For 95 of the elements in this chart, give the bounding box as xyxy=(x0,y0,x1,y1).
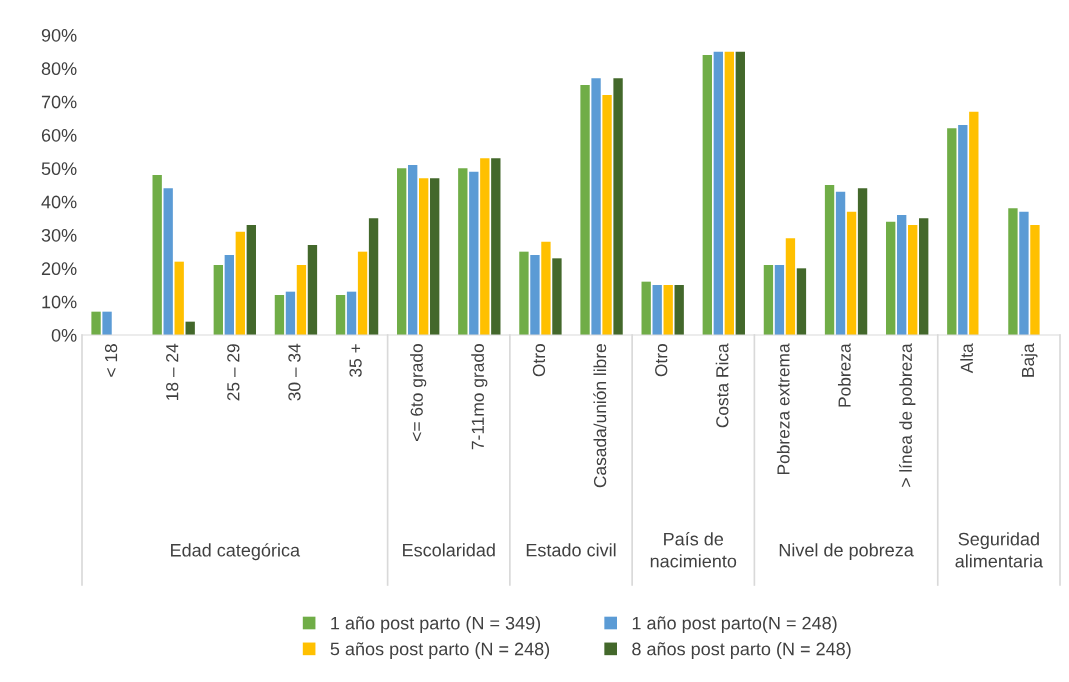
bar xyxy=(641,281,651,335)
bar xyxy=(408,165,418,335)
x-tick-label: Pobreza extrema xyxy=(776,343,790,475)
bar xyxy=(702,55,712,335)
legend-label: 1 año post parto (N = 349) xyxy=(331,616,541,634)
x-tick-label: Costa Rica xyxy=(715,343,729,428)
y-tick-label: 0% xyxy=(51,328,77,342)
bar xyxy=(580,85,590,335)
bar xyxy=(824,185,835,335)
bar xyxy=(419,178,429,335)
bar xyxy=(335,295,346,335)
bar xyxy=(152,175,162,335)
bar xyxy=(763,265,774,335)
bar xyxy=(397,168,407,335)
bar xyxy=(430,178,440,335)
text: Escolaridad xyxy=(403,543,495,557)
bar xyxy=(713,51,723,335)
bar xyxy=(835,191,846,335)
bar xyxy=(724,51,734,335)
x-tick-label: < 18 xyxy=(104,344,118,377)
bar xyxy=(224,255,234,335)
legend-label: 8 años post parto (N = 248) xyxy=(632,642,851,659)
bar xyxy=(296,265,307,335)
x-tick-label: > línea de pobreza xyxy=(898,343,916,487)
bar xyxy=(274,295,285,335)
x-tick-label: 30 – 34 xyxy=(288,343,301,401)
y-tick-label: 30% xyxy=(41,228,77,242)
bar xyxy=(102,311,112,335)
x-tick-label: Casada/unión libre xyxy=(593,344,607,488)
x-tick-label: 18 – 24 xyxy=(166,343,179,400)
bar xyxy=(368,218,379,335)
y-tick-label: 60% xyxy=(41,128,77,142)
bar xyxy=(735,51,745,335)
bar xyxy=(357,251,368,335)
legend-label: 5 años post parto (N = 248) xyxy=(330,642,550,659)
bar xyxy=(246,225,256,335)
y-tick-label: 40% xyxy=(41,195,77,209)
x-tick-label: 35 + xyxy=(349,344,362,377)
bar xyxy=(91,311,101,335)
x-tick-label: Baja xyxy=(1021,343,1038,377)
y-tick-label: 50% xyxy=(41,162,77,176)
y-tick-label: 20% xyxy=(41,262,77,276)
x-tick-label: Otro xyxy=(532,344,546,377)
bar xyxy=(307,245,318,335)
bar xyxy=(480,158,490,335)
bar xyxy=(591,78,601,335)
bar xyxy=(1019,211,1029,335)
bar xyxy=(919,218,929,335)
x-tick-label: 25 – 29 xyxy=(227,344,240,401)
x-tick-label: Alta xyxy=(960,343,973,374)
bar xyxy=(530,255,540,335)
y-tick-label: 70% xyxy=(41,95,77,109)
legend-label: 1 año post parto(N = 248) xyxy=(632,616,837,634)
bar xyxy=(785,238,796,335)
bar xyxy=(796,268,807,335)
bar xyxy=(235,231,245,335)
bar xyxy=(674,285,684,335)
bar xyxy=(613,78,623,335)
text: Seguridad alimentaria xyxy=(955,532,1044,568)
bar xyxy=(897,215,907,335)
x-tick-label: <= 6to grado xyxy=(410,344,427,441)
text: Edad categórica xyxy=(171,543,301,561)
bar xyxy=(491,158,501,335)
bar xyxy=(541,241,551,335)
text: Nivel de pobreza xyxy=(779,543,914,561)
bar xyxy=(846,211,857,335)
bar xyxy=(174,261,184,335)
bar xyxy=(602,95,612,335)
bar xyxy=(458,168,468,335)
x-tick-label: 7-11mo grado xyxy=(471,344,488,450)
bar xyxy=(346,291,357,335)
bar xyxy=(652,285,662,335)
bar xyxy=(958,125,968,335)
bar xyxy=(1008,208,1018,335)
text: Estado civil xyxy=(526,543,616,557)
bar xyxy=(163,188,173,335)
x-tick-label: Pobreza xyxy=(837,343,851,407)
y-tick-label: 10% xyxy=(42,295,77,309)
bar xyxy=(947,128,957,335)
bar xyxy=(285,291,296,335)
bar xyxy=(469,171,479,335)
bar xyxy=(969,111,979,335)
bar xyxy=(886,221,896,335)
x-tick-label: Otro xyxy=(655,344,668,377)
bar xyxy=(908,225,918,335)
bar xyxy=(663,285,673,335)
bar xyxy=(519,251,529,335)
bar xyxy=(774,265,785,335)
text: País de nacimiento xyxy=(650,532,737,568)
y-tick-label: 80% xyxy=(41,62,77,76)
bar xyxy=(1030,225,1040,335)
y-tick-label: 90% xyxy=(41,28,77,42)
bar xyxy=(857,188,868,335)
bar xyxy=(213,265,223,335)
bar xyxy=(552,258,562,335)
